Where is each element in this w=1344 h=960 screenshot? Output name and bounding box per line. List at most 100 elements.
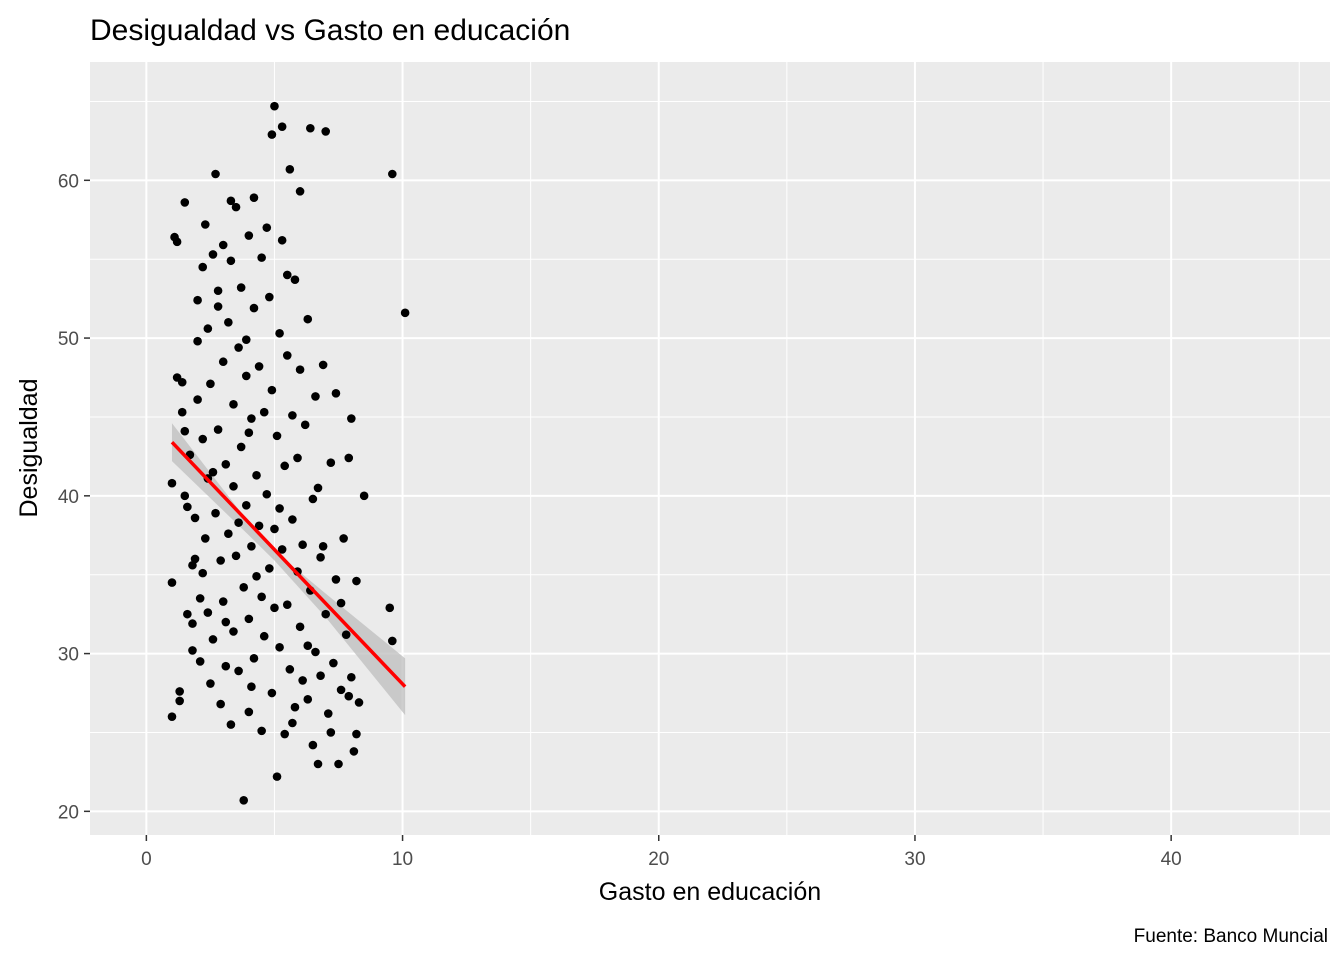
y-tick-label: 60	[58, 171, 79, 192]
data-point	[257, 253, 266, 262]
chart-title: Desigualdad vs Gasto en educación	[90, 14, 570, 47]
y-axis-title: Desigualdad	[15, 379, 43, 518]
data-point	[257, 592, 266, 602]
data-point	[347, 414, 356, 423]
data-point	[267, 130, 277, 139]
data-point	[336, 598, 346, 608]
data-point	[175, 687, 184, 696]
data-point	[167, 478, 177, 488]
data-point	[177, 407, 187, 417]
data-point	[198, 568, 208, 578]
data-point	[265, 292, 274, 302]
data-point	[331, 388, 341, 398]
data-point	[183, 502, 192, 512]
data-point	[388, 636, 397, 646]
data-point	[272, 772, 282, 781]
data-point	[244, 231, 254, 240]
data-point	[288, 515, 297, 524]
x-tick-label: 10	[392, 849, 413, 870]
x-tick-label: 20	[648, 849, 669, 870]
data-point	[290, 702, 300, 712]
data-point	[347, 672, 356, 682]
data-point	[216, 699, 225, 709]
data-point	[270, 101, 279, 111]
data-point	[303, 314, 313, 324]
x-tick-layer: 0 10 20 30 40	[141, 835, 1182, 870]
data-point	[226, 256, 236, 266]
data-point	[300, 420, 310, 430]
data-point	[229, 627, 238, 636]
data-point	[213, 425, 223, 434]
data-point	[270, 524, 279, 534]
data-point	[195, 594, 205, 603]
data-point	[234, 518, 243, 527]
data-point	[200, 534, 210, 543]
data-point	[239, 583, 249, 592]
chart-caption: Fuente: Banco Muncial	[1134, 926, 1328, 947]
data-point	[316, 671, 325, 680]
data-point	[239, 795, 249, 805]
data-point	[254, 362, 264, 371]
data-point	[313, 759, 323, 769]
x-axis-title: Gasto en educación	[599, 878, 821, 906]
data-point	[275, 642, 284, 652]
data-point	[308, 494, 318, 504]
data-point	[400, 308, 410, 318]
data-point	[193, 295, 202, 305]
data-point	[200, 220, 210, 229]
trend-line	[170, 440, 407, 688]
data-point	[267, 688, 277, 698]
data-point	[280, 461, 290, 471]
data-point	[229, 482, 238, 491]
data-point	[208, 467, 218, 477]
data-point	[177, 377, 187, 387]
data-point	[226, 196, 236, 206]
data-point	[224, 317, 233, 327]
data-point	[288, 411, 297, 420]
x-tick-label: 40	[1161, 849, 1182, 870]
data-point	[198, 262, 208, 272]
data-point	[244, 707, 254, 717]
data-point	[195, 657, 205, 666]
trend-layer	[170, 440, 407, 688]
data-point	[388, 169, 397, 179]
data-point	[221, 459, 231, 469]
data-point	[323, 709, 333, 718]
data-point	[303, 641, 313, 650]
data-point	[282, 270, 292, 280]
data-point	[229, 400, 238, 409]
data-point	[236, 442, 246, 452]
data-point	[221, 617, 231, 627]
data-point	[267, 385, 277, 395]
data-point	[241, 500, 251, 510]
data-point	[218, 597, 228, 606]
confidence-band	[171, 423, 406, 716]
data-point	[272, 431, 282, 441]
data-point	[231, 551, 241, 561]
data-point	[249, 654, 259, 663]
data-point	[306, 123, 315, 133]
data-point	[218, 240, 228, 250]
data-point	[285, 164, 295, 174]
data-point	[282, 351, 292, 360]
data-point	[270, 603, 279, 613]
data-point	[311, 392, 320, 401]
data-point	[295, 622, 305, 632]
data-point	[316, 553, 325, 562]
data-point	[313, 483, 323, 493]
data-point	[298, 540, 307, 550]
data-point	[252, 471, 261, 480]
data-point	[275, 329, 284, 338]
data-point	[180, 426, 190, 436]
data-point	[244, 614, 254, 624]
data-point	[206, 679, 215, 688]
data-point	[180, 491, 190, 501]
data-point	[213, 302, 223, 311]
data-point	[211, 508, 220, 518]
data-point	[175, 696, 184, 706]
data-point	[241, 371, 251, 381]
data-point	[385, 603, 395, 613]
plot-panel	[90, 62, 1330, 835]
y-tick-label: 40	[58, 487, 79, 508]
y-tick-label: 20	[58, 802, 79, 823]
